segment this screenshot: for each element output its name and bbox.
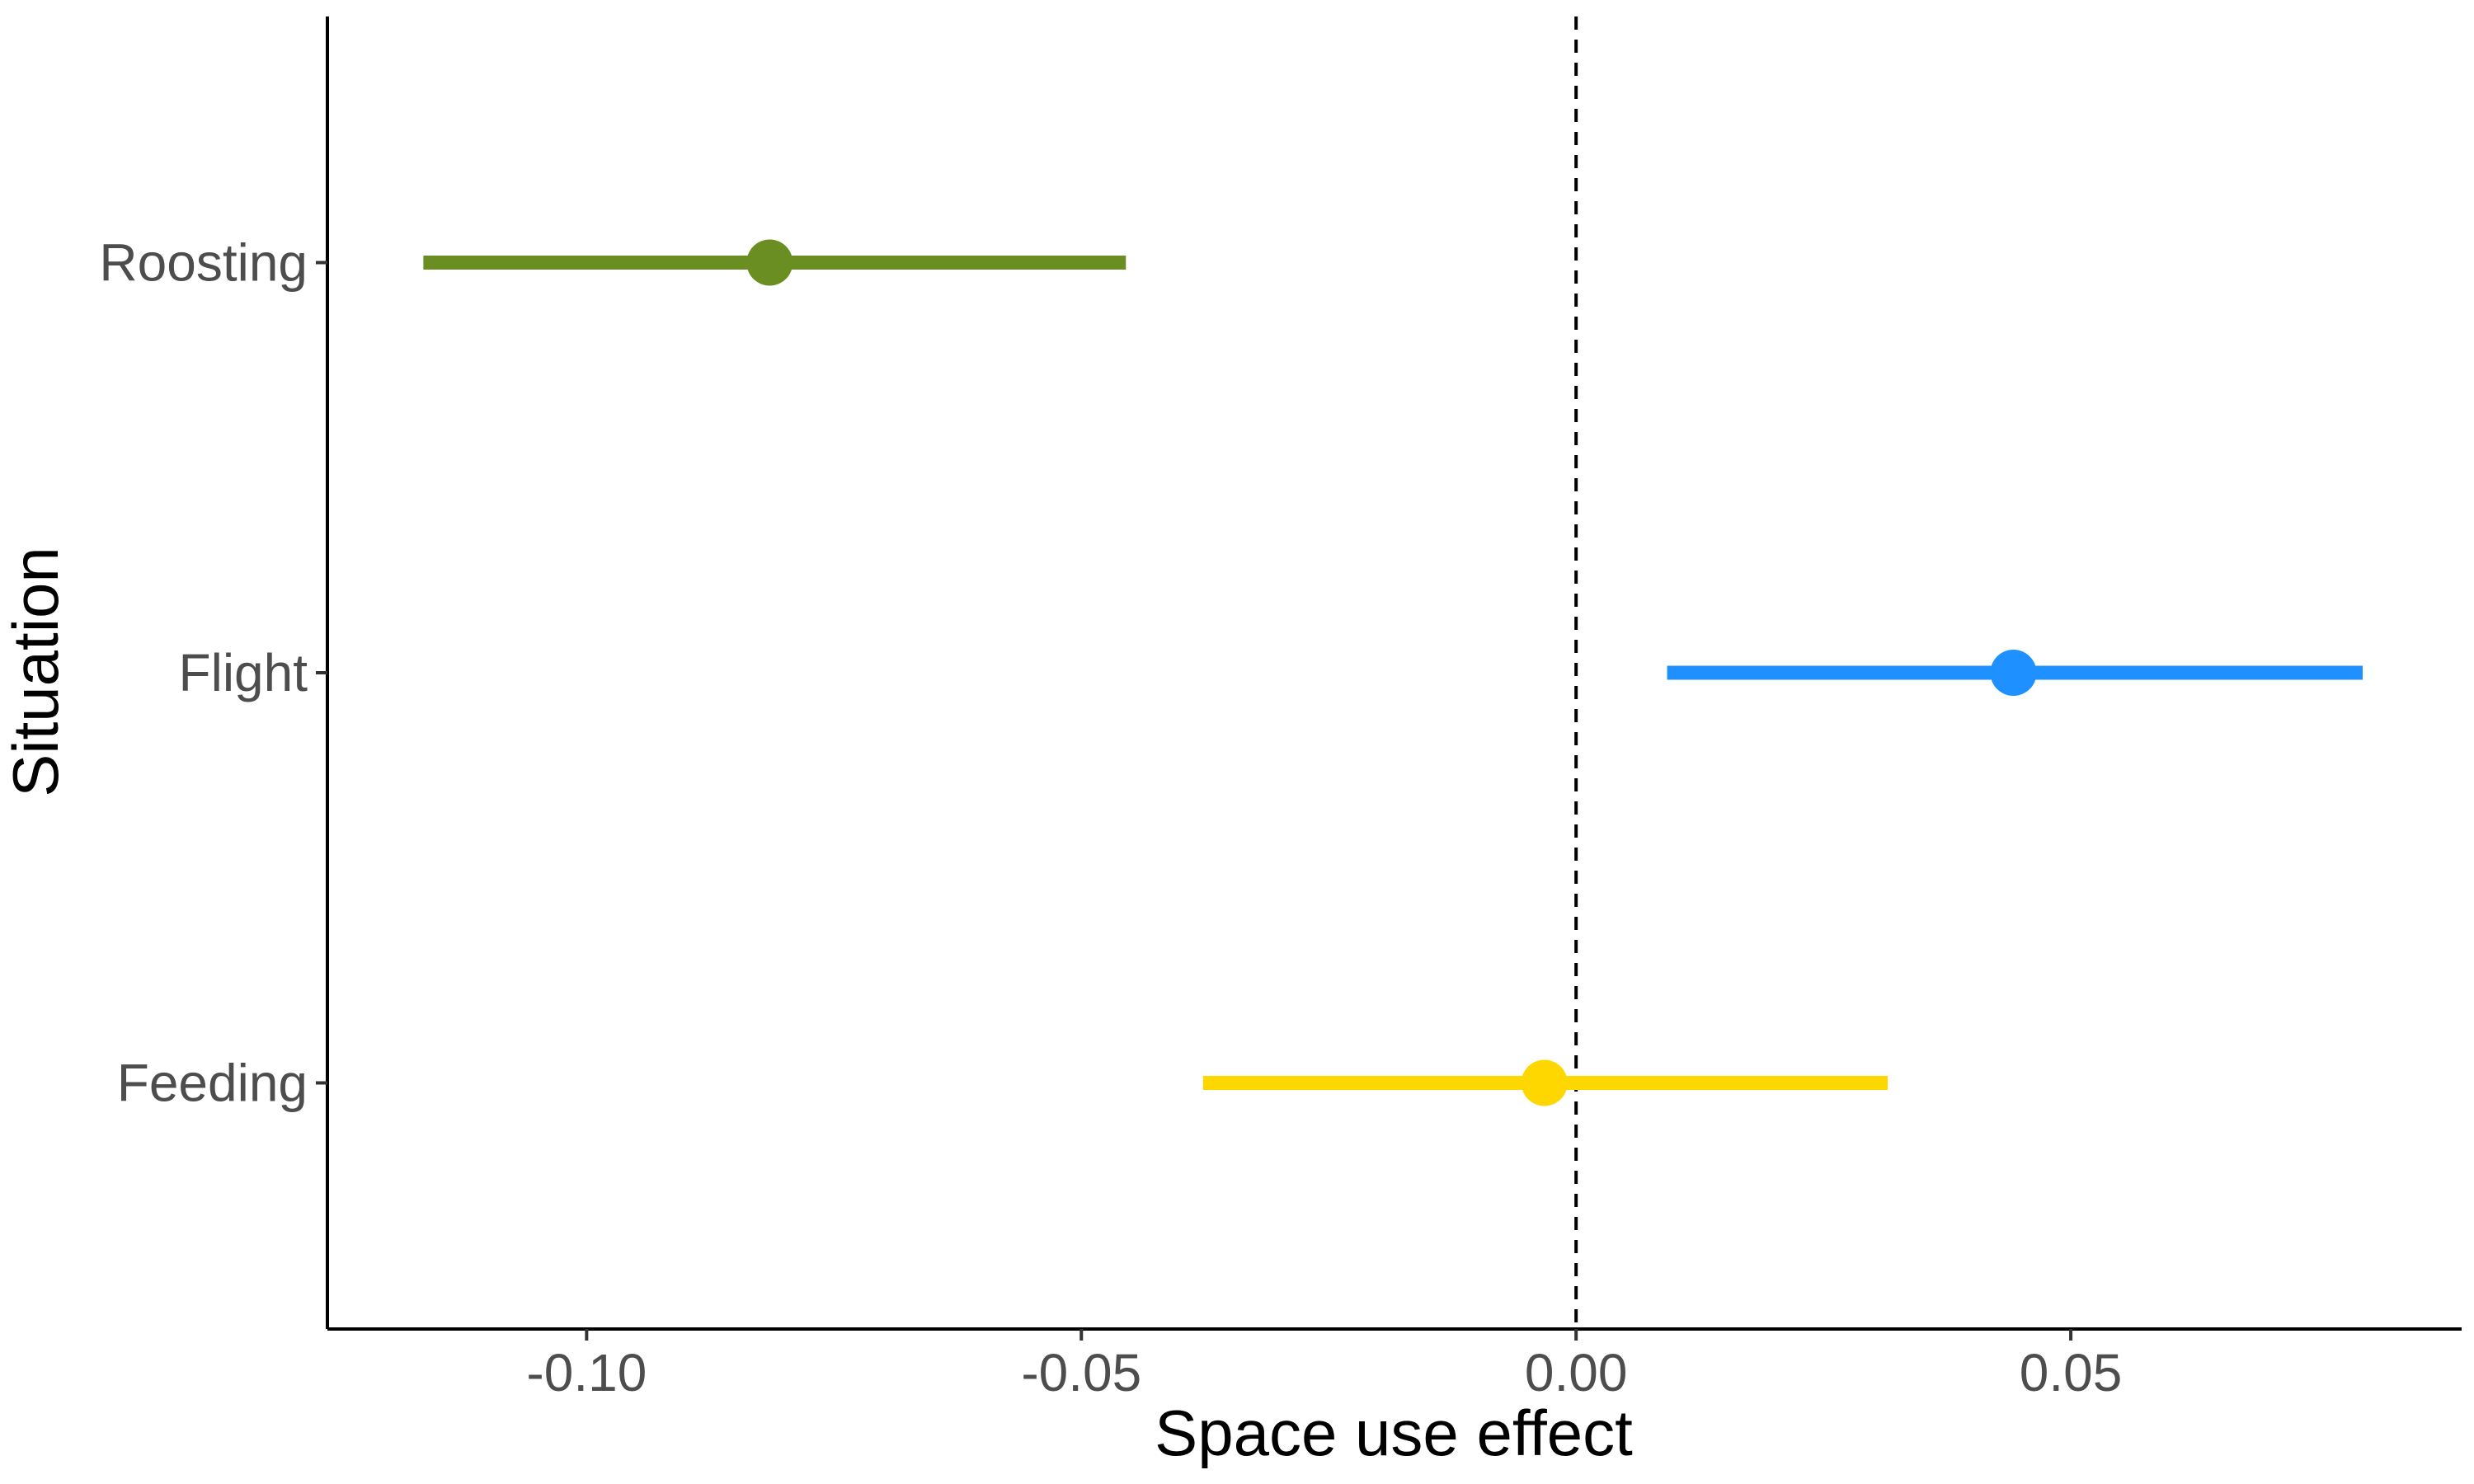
y-axis-title: Situation [0,547,72,797]
y-tick-label-flight: Flight [179,643,308,702]
x-axis-title: Space use effect [1155,1397,1633,1469]
plot-area: -0.10 -0.05 0.00 0.05 Feeding Flight Roosting [99,16,2462,1402]
y-tick-label-roosting: Roosting [99,233,308,293]
y-tick-label-feeding: Feeding [117,1054,308,1113]
x-tick-label: -0.05 [1021,1343,1141,1402]
point-flight [1990,650,2037,696]
x-tick-label: 0.05 [2020,1343,2123,1402]
x-tick-label: 0.00 [1525,1343,1628,1402]
x-tick-label: -0.10 [526,1343,647,1402]
point-roosting [746,239,793,286]
point-feeding [1521,1059,1568,1106]
